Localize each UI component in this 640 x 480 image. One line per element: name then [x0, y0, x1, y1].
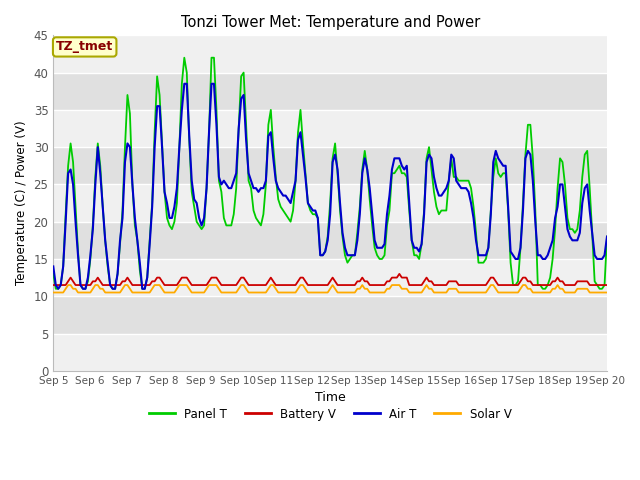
Panel T — [180, 55, 188, 60]
Bar — [53, 36, 607, 72]
Bar — [53, 110, 607, 147]
Panel T — [52, 286, 60, 292]
Bar — [53, 334, 607, 371]
Battery V — [163, 282, 171, 288]
Bar — [53, 184, 607, 222]
Panel T — [516, 245, 524, 251]
Battery V — [514, 282, 522, 288]
Air T — [180, 81, 188, 87]
Solar V — [438, 289, 445, 295]
Panel T — [440, 208, 448, 214]
Air T — [207, 81, 215, 87]
Line: Panel T: Panel T — [53, 58, 607, 289]
Solar V — [603, 289, 611, 295]
Panel T — [603, 234, 611, 240]
Bar — [53, 296, 607, 334]
Air T — [499, 163, 507, 168]
Solar V — [49, 289, 57, 295]
Y-axis label: Temperature (C) / Power (V): Temperature (C) / Power (V) — [15, 121, 28, 286]
Solar V — [497, 289, 504, 295]
Air T — [54, 286, 62, 292]
Battery V — [396, 271, 403, 277]
Air T — [49, 264, 57, 269]
Text: TZ_tmet: TZ_tmet — [56, 40, 113, 53]
Battery V — [497, 282, 504, 288]
Solar V — [492, 286, 500, 292]
Panel T — [494, 170, 502, 176]
Bar — [53, 222, 607, 259]
Bar — [53, 147, 607, 184]
Solar V — [514, 289, 522, 295]
Air T — [494, 156, 502, 161]
Air T — [166, 215, 173, 221]
X-axis label: Time: Time — [315, 391, 346, 404]
Solar V — [166, 289, 173, 295]
Panel T — [207, 55, 215, 60]
Air T — [440, 189, 448, 195]
Air T — [516, 245, 524, 251]
Panel T — [166, 223, 173, 228]
Line: Air T: Air T — [53, 84, 607, 289]
Solar V — [64, 282, 72, 288]
Air T — [603, 234, 611, 240]
Panel T — [49, 271, 57, 277]
Legend: Panel T, Battery V, Air T, Solar V: Panel T, Battery V, Air T, Solar V — [144, 403, 516, 425]
Line: Solar V: Solar V — [53, 285, 607, 292]
Bar — [53, 72, 607, 110]
Panel T — [499, 170, 507, 176]
Battery V — [203, 282, 211, 288]
Title: Tonzi Tower Met: Temperature and Power: Tonzi Tower Met: Temperature and Power — [180, 15, 480, 30]
Solar V — [205, 282, 213, 288]
Battery V — [603, 282, 611, 288]
Bar — [53, 259, 607, 296]
Battery V — [492, 278, 500, 284]
Line: Battery V: Battery V — [53, 274, 607, 285]
Battery V — [438, 282, 445, 288]
Battery V — [49, 282, 57, 288]
